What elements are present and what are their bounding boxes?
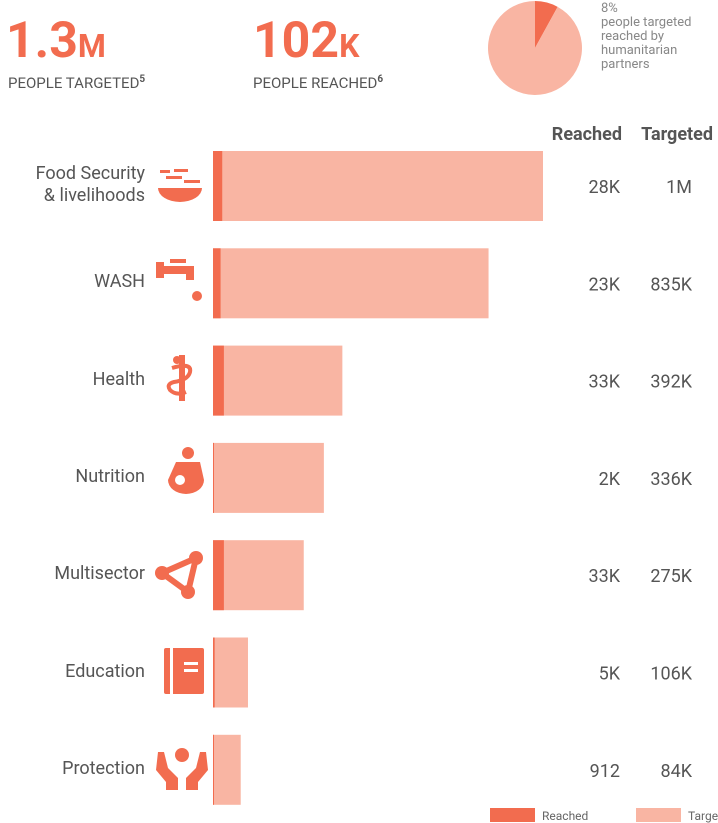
legend-label: Targeted bbox=[688, 809, 718, 823]
category-label: Education bbox=[65, 660, 145, 682]
bar bbox=[213, 248, 489, 319]
value-label: 1M bbox=[666, 177, 692, 198]
stat-headline: 1.3M bbox=[6, 12, 106, 70]
value-label: 2K bbox=[599, 469, 621, 490]
icon-education bbox=[164, 648, 204, 694]
icon-nutrition bbox=[168, 447, 204, 494]
stat-note: 6 bbox=[377, 74, 383, 85]
bar bbox=[213, 540, 224, 611]
bar bbox=[213, 345, 224, 416]
stat-unit: M bbox=[78, 27, 106, 65]
icon-food bbox=[158, 169, 202, 202]
bar bbox=[213, 540, 304, 611]
legend-swatch bbox=[636, 808, 681, 822]
bar bbox=[213, 442, 214, 513]
bar bbox=[213, 151, 223, 221]
category-label: Multisector bbox=[54, 563, 145, 585]
value-label: 23K bbox=[588, 274, 620, 295]
value-label: 912 bbox=[590, 761, 620, 782]
bar bbox=[213, 734, 214, 805]
value-label: 106K bbox=[650, 664, 692, 685]
category-label: Protection bbox=[62, 757, 145, 779]
icon-multisector bbox=[155, 551, 203, 599]
category-label: Food Security & livelihoods bbox=[35, 163, 145, 206]
value-label: 392K bbox=[650, 372, 692, 393]
value-label: 33K bbox=[588, 566, 620, 587]
column-header: Reached bbox=[552, 124, 622, 145]
value-label: 5K bbox=[599, 664, 621, 685]
icon-protection bbox=[156, 748, 208, 790]
pie-slice bbox=[488, 1, 582, 96]
legend-swatch bbox=[490, 808, 535, 822]
category-label: Nutrition bbox=[75, 465, 145, 487]
stat-caption: PEOPLE REACHED6 bbox=[253, 74, 383, 92]
category-label: Health bbox=[92, 368, 145, 390]
bar bbox=[213, 442, 324, 513]
value-label: 84K bbox=[660, 761, 692, 782]
stat-label: PEOPLE TARGETED bbox=[8, 74, 139, 92]
pie-slice bbox=[535, 1, 558, 48]
icons bbox=[155, 169, 208, 790]
value-label: 835K bbox=[650, 274, 692, 295]
column-header: Targeted bbox=[641, 124, 713, 145]
bar bbox=[213, 637, 215, 708]
stat-number: 102 bbox=[253, 12, 339, 70]
bar bbox=[213, 151, 543, 221]
stat-label: PEOPLE REACHED bbox=[253, 74, 377, 92]
bar bbox=[213, 345, 343, 416]
icon-wash bbox=[156, 259, 202, 301]
stat-caption: PEOPLE TARGETED5 bbox=[8, 74, 145, 92]
icon-health bbox=[166, 355, 193, 401]
pie-annotation: people targeted reached by humanitarian … bbox=[601, 15, 692, 72]
category-label: WASH bbox=[94, 271, 145, 293]
stat-unit: K bbox=[339, 27, 360, 65]
value-label: 275K bbox=[650, 566, 692, 587]
stat-headline: 102K bbox=[253, 12, 360, 70]
value-label: 336K bbox=[650, 469, 692, 490]
bar bbox=[213, 248, 221, 319]
pie-value-label: 8% bbox=[601, 1, 618, 16]
value-label: 33K bbox=[588, 372, 620, 393]
stat-number: 1.3 bbox=[6, 12, 78, 70]
value-label: 28K bbox=[588, 177, 620, 198]
bar bbox=[213, 637, 248, 708]
bar bbox=[213, 734, 241, 805]
legend-label: Reached bbox=[542, 809, 588, 823]
stat-note: 5 bbox=[139, 74, 145, 85]
